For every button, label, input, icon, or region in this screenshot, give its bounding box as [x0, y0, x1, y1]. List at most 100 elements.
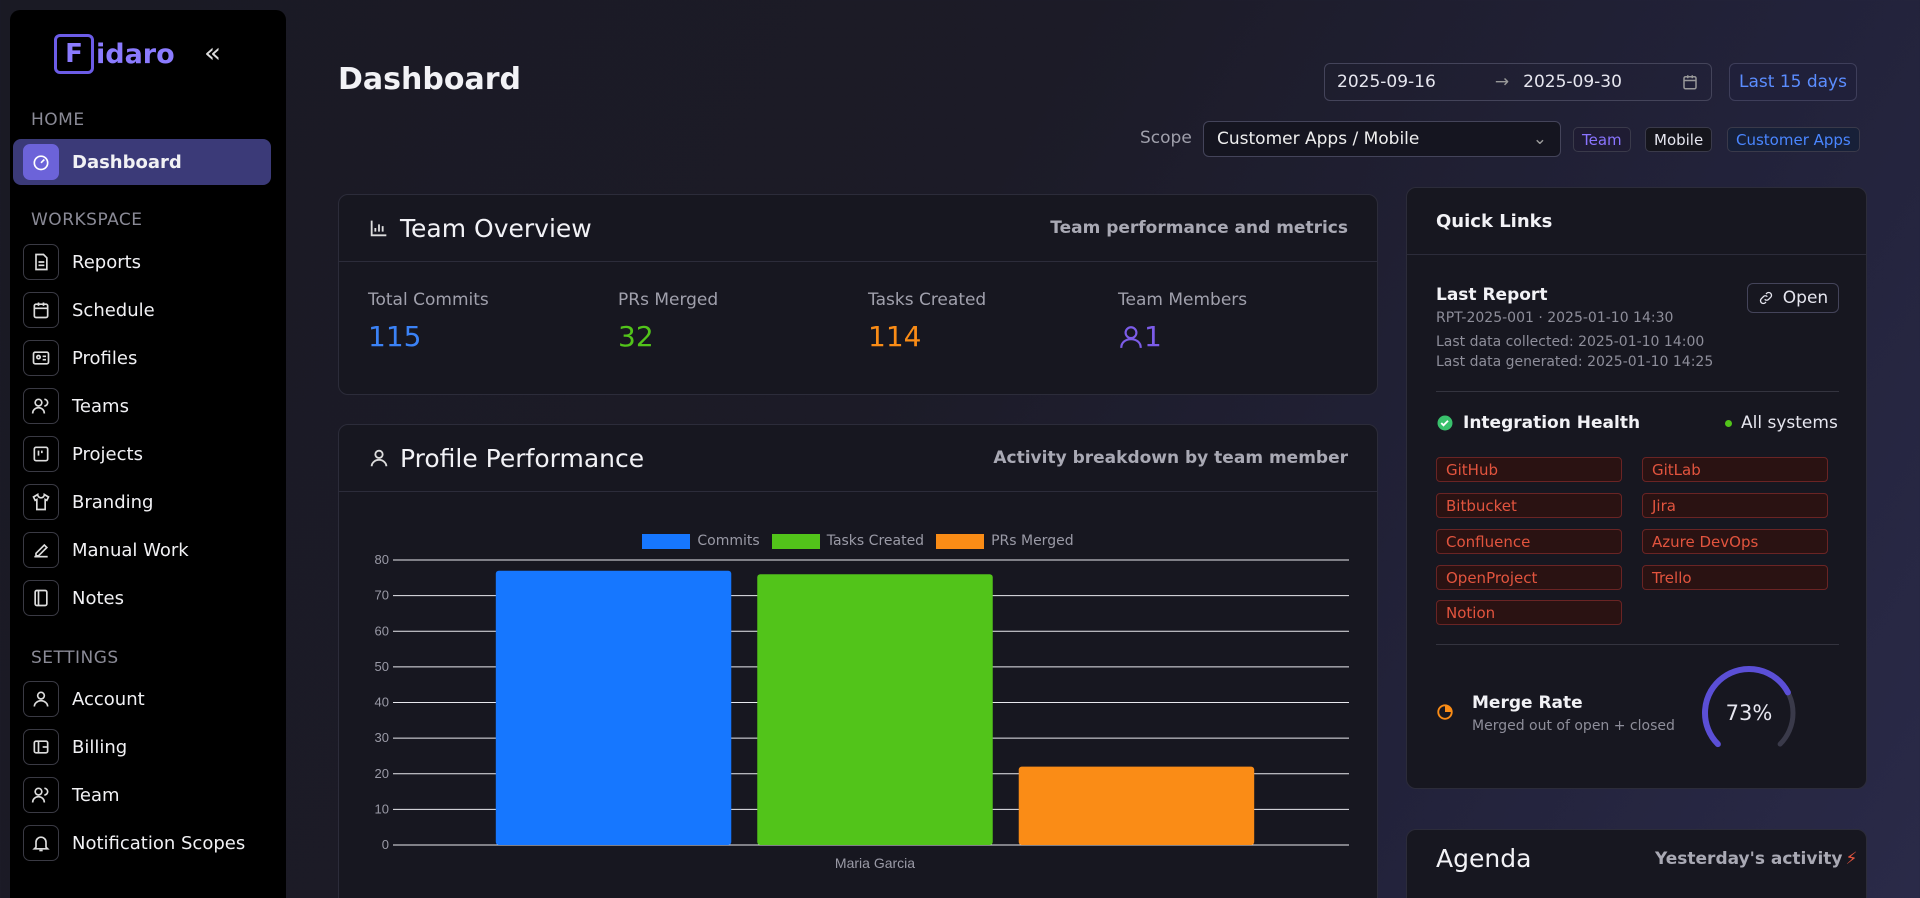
- sidebar-item-projects[interactable]: Projects: [13, 431, 271, 477]
- y-tick-label: 40: [375, 695, 389, 710]
- merge-rate-value: 73%: [1725, 701, 1773, 725]
- bar-prs-merged[interactable]: [1018, 766, 1255, 845]
- sidebar-item-teams[interactable]: Teams: [13, 383, 271, 429]
- legend-item-prs-merged[interactable]: PRs Merged: [936, 533, 1074, 549]
- status-dot-icon: [1725, 419, 1732, 427]
- stat-total-commits: Total Commits 115: [368, 290, 489, 353]
- last-report-title: Last Report: [1436, 285, 1548, 305]
- arrow-right-icon: →: [1494, 72, 1510, 92]
- section-workspace: WORKSPACE: [31, 210, 143, 230]
- sidebar-item-profiles[interactable]: Profiles: [13, 335, 271, 381]
- sidebar-item-label: Account: [72, 688, 145, 710]
- y-tick-label: 0: [382, 837, 389, 852]
- sidebar-item-schedule[interactable]: Schedule: [13, 287, 271, 333]
- sidebar-item-label: Projects: [72, 443, 143, 465]
- sidebar-item-reports[interactable]: Reports: [13, 239, 271, 285]
- sidebar-item-account[interactable]: Account: [13, 676, 271, 722]
- user-icon: [370, 449, 388, 467]
- gauge-fill: [1702, 666, 1791, 748]
- sidebar-item-label: Notification Scopes: [72, 832, 246, 854]
- integration-health-label: Integration Health: [1463, 413, 1641, 433]
- stat-team-members: Team Members 1: [1118, 290, 1247, 353]
- scope-tag-team[interactable]: Team: [1573, 127, 1631, 152]
- date-to[interactable]: 2025-09-30: [1523, 72, 1622, 92]
- lightning-icon: ⚡: [1845, 849, 1858, 869]
- team-overview-title: Team Overview: [400, 213, 592, 243]
- check-circle-icon: [1437, 415, 1453, 431]
- users-icon: [23, 777, 59, 813]
- app-logo[interactable]: F idaro: [54, 34, 175, 74]
- section-settings: SETTINGS: [31, 648, 119, 668]
- integration-chip-gitlab[interactable]: GitLab: [1642, 457, 1828, 482]
- legend-swatch: [936, 533, 985, 549]
- y-tick-label: 50: [375, 659, 389, 674]
- date-range-picker[interactable]: 2025-09-16 → 2025-09-30: [1324, 63, 1712, 101]
- legend-label: Commits: [697, 533, 760, 549]
- y-tick-label: 10: [375, 801, 389, 816]
- notebook-icon: [23, 580, 59, 616]
- sidebar-item-team[interactable]: Team: [13, 772, 271, 818]
- scope-select[interactable]: Customer Apps / Mobile ⌄: [1203, 121, 1561, 157]
- users-icon: [23, 388, 59, 424]
- team-overview-card: Team Overview Team performance and metri…: [338, 194, 1378, 395]
- sidebar-item-label: Schedule: [72, 299, 155, 321]
- x-tick-label: Maria Garcia: [835, 855, 915, 871]
- team-overview-subtitle: Team performance and metrics: [1050, 218, 1348, 238]
- sidebar-item-label: Billing: [72, 736, 128, 758]
- sidebar-item-dashboard[interactable]: Dashboard: [13, 139, 271, 185]
- agenda-card: Agenda Yesterday's activity ⚡: [1406, 829, 1867, 898]
- legend-item-tasks-created[interactable]: Tasks Created: [771, 533, 924, 549]
- legend-item-commits[interactable]: Commits: [642, 533, 760, 549]
- scope-tag-customer-apps[interactable]: Customer Apps: [1727, 127, 1860, 152]
- pie-chart-icon: [1437, 704, 1453, 720]
- bar-commits[interactable]: [495, 570, 732, 845]
- integration-chip-notion[interactable]: Notion: [1436, 600, 1622, 625]
- profile-performance-title: Profile Performance: [400, 443, 645, 473]
- integration-status: All systems: [1725, 413, 1838, 433]
- date-from[interactable]: 2025-09-16: [1337, 72, 1436, 92]
- stat-value: 32: [618, 320, 654, 353]
- open-report-button[interactable]: Open: [1747, 283, 1839, 313]
- integration-chip-azure-devops[interactable]: Azure DevOps: [1642, 529, 1828, 554]
- integration-status-text: All systems: [1741, 413, 1838, 433]
- bar-tasks-created[interactable]: [757, 574, 993, 845]
- last-15-days-button[interactable]: Last 15 days: [1729, 63, 1857, 101]
- sidebar-item-notification-scopes[interactable]: Notification Scopes: [13, 820, 271, 866]
- sidebar-item-manual-work[interactable]: Manual Work: [13, 527, 271, 573]
- logo-text: idaro: [96, 38, 175, 70]
- merge-rate-title: Merge Rate: [1472, 693, 1583, 713]
- quick-links-card: Quick Links Last Report RPT-2025-001 · 2…: [1406, 187, 1867, 789]
- sidebar-item-billing[interactable]: Billing: [13, 724, 271, 770]
- divider: [1436, 644, 1839, 645]
- sidebar-item-label: Manual Work: [72, 539, 189, 561]
- scope-tag-mobile[interactable]: Mobile: [1645, 127, 1713, 152]
- integration-chip-openproject[interactable]: OpenProject: [1436, 565, 1622, 590]
- divider: [1436, 391, 1839, 392]
- logo-mark: F: [54, 34, 94, 74]
- shirt-icon: [23, 484, 59, 520]
- sidebar-item-label: Dashboard: [72, 151, 182, 173]
- integration-chip-jira[interactable]: Jira: [1642, 493, 1828, 518]
- stat-label: PRs Merged: [618, 290, 719, 310]
- stat-tasks-created: Tasks Created 114: [868, 290, 986, 353]
- integration-chip-github[interactable]: GitHub: [1436, 457, 1622, 482]
- integration-chip-trello[interactable]: Trello: [1642, 565, 1828, 590]
- sidebar-item-branding[interactable]: Branding: [13, 479, 271, 525]
- integration-health-title: Integration Health: [1436, 413, 1640, 433]
- collapse-sidebar-icon[interactable]: «: [204, 36, 222, 69]
- integration-chip-confluence[interactable]: Confluence: [1436, 529, 1622, 554]
- sidebar-item-label: Notes: [72, 587, 124, 609]
- y-tick-label: 60: [375, 623, 389, 638]
- stat-value: 1: [1144, 320, 1162, 353]
- board-icon: [23, 436, 59, 472]
- last-report-id: RPT-2025-001 · 2025-01-10 14:30: [1436, 310, 1674, 326]
- y-tick-label: 30: [375, 730, 389, 745]
- sidebar-item-label: Branding: [72, 491, 154, 513]
- stat-label: Tasks Created: [868, 290, 987, 310]
- legend-label: PRs Merged: [991, 533, 1074, 549]
- last-data-collected: Last data collected: 2025-01-10 14:00: [1436, 334, 1705, 350]
- sidebar-item-label: Profiles: [72, 347, 138, 369]
- integration-chip-bitbucket[interactable]: Bitbucket: [1436, 493, 1622, 518]
- sidebar-item-notes[interactable]: Notes: [13, 575, 271, 621]
- stat-value: 114: [868, 320, 922, 353]
